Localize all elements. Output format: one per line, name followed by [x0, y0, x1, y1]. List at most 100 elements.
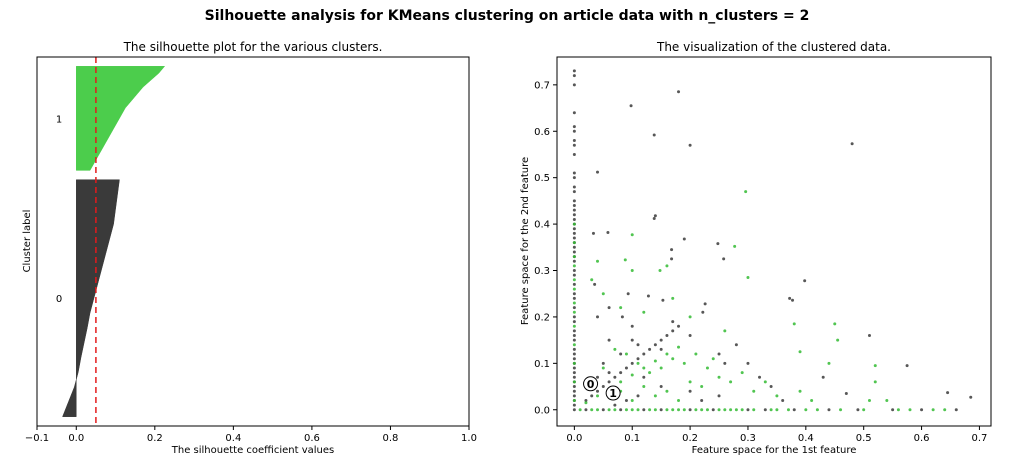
scatter-point-cluster-1 — [798, 389, 802, 393]
scatter-point-cluster-1 — [619, 306, 623, 310]
scatter-point-cluster-1 — [572, 264, 576, 268]
scatter-point-cluster-0 — [572, 389, 576, 393]
scatter-point-cluster-0 — [572, 347, 576, 351]
scatter-y-tick-label: 0.0 — [534, 405, 550, 416]
scatter-point-cluster-0 — [607, 338, 611, 342]
silhouette-x-tick-label: −0.1 — [25, 433, 49, 444]
scatter-point-cluster-1 — [671, 296, 675, 300]
scatter-point-cluster-1 — [705, 408, 709, 412]
scatter-point-cluster-0 — [844, 392, 848, 396]
scatter-point-cluster-1 — [665, 389, 669, 393]
scatter-y-tick-label: 0.5 — [534, 173, 550, 184]
scatter-point-cluster-1 — [658, 269, 662, 273]
scatter-point-cluster-1 — [943, 408, 947, 412]
scatter-point-cluster-0 — [659, 385, 663, 389]
scatter-point-cluster-1 — [636, 361, 640, 365]
scatter-point-cluster-0 — [711, 408, 715, 412]
scatter-point-cluster-0 — [572, 236, 576, 240]
silhouette-y-label: Cluster label — [22, 210, 33, 273]
scatter-point-cluster-0 — [596, 389, 600, 393]
scatter-point-cluster-0 — [642, 352, 646, 356]
scatter-point-cluster-1 — [896, 408, 900, 412]
scatter-point-cluster-1 — [572, 398, 576, 402]
scatter-point-cluster-0 — [572, 292, 576, 296]
scatter-point-cluster-1 — [642, 385, 646, 389]
silhouette-x-ticks: −0.1 0.0 0.2 0.4 0.6 0.8 1.0 — [25, 426, 477, 444]
scatter-point-cluster-0 — [572, 227, 576, 231]
silhouette-x-label: The silhouette coefficient values — [171, 445, 335, 456]
scatter-point-cluster-0 — [630, 361, 634, 365]
scatter-point-cluster-0 — [703, 302, 707, 306]
scatter-point-cluster-0 — [606, 230, 610, 234]
scatter-point-cluster-1 — [810, 398, 814, 402]
scatter-point-cluster-0 — [572, 129, 576, 133]
scatter-point-cluster-1 — [630, 373, 634, 377]
scatter-point-cluster-1 — [839, 408, 843, 412]
scatter-point-cluster-0 — [659, 408, 663, 412]
scatter-point-cluster-0 — [572, 231, 576, 235]
silhouette-cluster-0 — [62, 179, 120, 417]
scatter-point-cluster-1 — [619, 380, 623, 384]
scatter-point-cluster-1 — [653, 408, 657, 412]
scatter-point-cluster-0 — [624, 398, 628, 402]
scatter-point-cluster-0 — [572, 176, 576, 180]
scatter-point-cluster-1 — [734, 408, 738, 412]
silhouette-cluster-label-0: 0 — [56, 294, 62, 305]
scatter-point-cluster-0 — [688, 389, 692, 393]
scatter-point-cluster-1 — [601, 366, 605, 370]
scatter-point-cluster-1 — [688, 315, 692, 319]
scatter-x-label: Feature space for the 1st feature — [692, 445, 857, 456]
scatter-point-cluster-1 — [700, 408, 704, 412]
scatter-point-cluster-0 — [572, 185, 576, 189]
scatter-point-cluster-0 — [677, 90, 681, 94]
scatter-point-cluster-1 — [746, 275, 750, 279]
scatter-point-cluster-1 — [636, 408, 640, 412]
scatter-marks: 01 — [572, 69, 973, 412]
scatter-point-cluster-0 — [642, 375, 646, 379]
scatter-point-cluster-1 — [711, 357, 715, 361]
scatter-point-cluster-0 — [670, 257, 674, 261]
scatter-y-tick-label: 0.7 — [534, 80, 550, 91]
scatter-x-tick-label: 0.5 — [856, 433, 872, 444]
scatter-point-cluster-1 — [688, 380, 692, 384]
silhouette-plot-title: The silhouette plot for the various clus… — [123, 40, 383, 54]
scatter-point-cluster-0 — [607, 380, 611, 384]
scatter-point-cluster-1 — [723, 408, 727, 412]
scatter-point-cluster-0 — [572, 375, 576, 379]
scatter-point-cluster-1 — [572, 310, 576, 314]
scatter-point-cluster-1 — [833, 322, 837, 326]
scatter-point-cluster-1 — [648, 371, 652, 375]
scatter-point-cluster-0 — [665, 333, 669, 337]
scatter-point-cluster-1 — [931, 408, 935, 412]
scatter-point-cluster-0 — [682, 237, 686, 241]
scatter-point-cluster-0 — [572, 315, 576, 319]
scatter-point-cluster-1 — [786, 408, 790, 412]
scatter-point-cluster-0 — [758, 375, 762, 379]
scatter-point-cluster-1 — [740, 408, 744, 412]
scatter-point-cluster-0 — [746, 361, 750, 365]
scatter-point-cluster-1 — [572, 380, 576, 384]
scatter-point-cluster-0 — [648, 347, 652, 351]
scatter-point-cluster-0 — [572, 371, 576, 375]
cluster-center-label-1: 1 — [609, 387, 617, 400]
scatter-point-cluster-0 — [629, 104, 633, 108]
scatter-point-cluster-1 — [740, 371, 744, 375]
scatter-point-cluster-0 — [572, 208, 576, 212]
scatter-point-cluster-0 — [572, 366, 576, 370]
scatter-point-cluster-0 — [596, 375, 600, 379]
silhouette-plot-frame — [36, 56, 470, 427]
scatter-point-cluster-0 — [572, 357, 576, 361]
scatter-point-cluster-0 — [593, 282, 597, 286]
scatter-point-cluster-0 — [572, 139, 576, 143]
scatter-point-cluster-0 — [572, 338, 576, 342]
scatter-point-cluster-0 — [636, 357, 640, 361]
scatter-point-cluster-0 — [584, 398, 588, 402]
scatter-point-cluster-0 — [781, 398, 785, 402]
scatter-point-cluster-1 — [752, 389, 756, 393]
scatter-point-cluster-1 — [653, 359, 657, 363]
scatter-point-cluster-1 — [682, 408, 686, 412]
scatter-point-cluster-1 — [873, 364, 877, 368]
scatter-point-cluster-1 — [596, 408, 600, 412]
scatter-point-cluster-1 — [572, 324, 576, 328]
scatter-y-tick-label: 0.3 — [534, 266, 550, 277]
